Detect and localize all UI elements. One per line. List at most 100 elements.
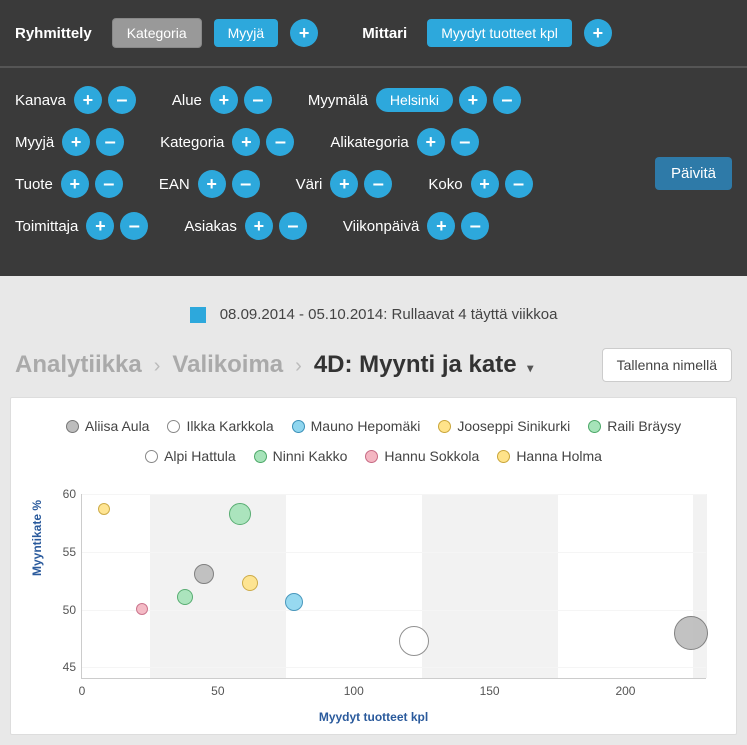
y-tick: 50 bbox=[52, 603, 76, 617]
filter-group: Kanava +– bbox=[15, 86, 136, 114]
filter-add-button[interactable]: + bbox=[232, 128, 260, 156]
filter-add-button[interactable]: + bbox=[459, 86, 487, 114]
legend-marker bbox=[365, 450, 378, 463]
filter-remove-button[interactable]: – bbox=[364, 170, 392, 198]
gridline bbox=[82, 610, 706, 611]
filter-group: MyymäläHelsinki+– bbox=[308, 86, 521, 114]
breadcrumb-item[interactable]: Analytiikka bbox=[15, 351, 142, 378]
legend-item[interactable]: Ilkka Karkkola bbox=[167, 418, 273, 434]
filter-remove-button[interactable]: – bbox=[493, 86, 521, 114]
bubble-point[interactable] bbox=[98, 503, 110, 515]
metric-label: Mittari bbox=[362, 25, 407, 42]
filter-label: EAN bbox=[159, 176, 190, 193]
breadcrumb-current[interactable]: 4D: Myynti ja kate ▾ bbox=[314, 351, 533, 379]
filter-remove-button[interactable]: – bbox=[505, 170, 533, 198]
x-tick: 0 bbox=[79, 684, 86, 698]
legend-label: Ninni Kakko bbox=[273, 448, 348, 464]
filter-remove-button[interactable]: – bbox=[95, 170, 123, 198]
breadcrumb-sep: › bbox=[295, 355, 302, 377]
chart-container: Aliisa Aula Ilkka Karkkola Mauno Hepomäki J… bbox=[10, 397, 737, 735]
filter-remove-button[interactable]: – bbox=[451, 128, 479, 156]
filter-group: Tuote+– bbox=[15, 170, 123, 198]
bubble-point[interactable] bbox=[136, 603, 148, 615]
filter-add-button[interactable]: + bbox=[198, 170, 226, 198]
filter-remove-button[interactable]: – bbox=[266, 128, 294, 156]
breadcrumb-current-text: 4D: Myynti ja kate bbox=[314, 351, 517, 378]
filter-add-button[interactable]: + bbox=[210, 86, 238, 114]
filter-add-button[interactable]: + bbox=[74, 86, 102, 114]
add-grouping-button[interactable]: + bbox=[290, 19, 318, 47]
filter-remove-button[interactable]: – bbox=[461, 212, 489, 240]
breadcrumb-item[interactable]: Valikoima bbox=[172, 351, 283, 378]
chart-plot: Myyntikate % 45505560050100150200 bbox=[81, 494, 706, 704]
plot-band bbox=[422, 494, 558, 678]
legend-marker bbox=[438, 420, 451, 433]
filter-add-button[interactable]: + bbox=[62, 128, 90, 156]
filter-label: Viikonpäivä bbox=[343, 218, 419, 235]
filter-group: Koko+– bbox=[428, 170, 532, 198]
legend-marker bbox=[497, 450, 510, 463]
bubble-point[interactable] bbox=[242, 575, 258, 591]
filter-label: Toimittaja bbox=[15, 218, 78, 235]
filter-group: Viikonpäivä +– bbox=[343, 212, 489, 240]
category-tag[interactable]: Kategoria bbox=[112, 18, 202, 48]
filter-add-button[interactable]: + bbox=[471, 170, 499, 198]
legend-item[interactable]: Mauno Hepomäki bbox=[292, 418, 421, 434]
filter-group: Alue +– bbox=[172, 86, 272, 114]
bubble-point[interactable] bbox=[229, 503, 251, 525]
filter-add-button[interactable]: + bbox=[427, 212, 455, 240]
gridline bbox=[82, 667, 706, 668]
filter-remove-button[interactable]: – bbox=[244, 86, 272, 114]
legend-item[interactable]: Hannu Sokkola bbox=[365, 448, 479, 464]
filter-remove-button[interactable]: – bbox=[108, 86, 136, 114]
legend-item[interactable]: Hanna Holma bbox=[497, 448, 602, 464]
legend-label: Raili Bräysy bbox=[607, 418, 681, 434]
filter-add-button[interactable]: + bbox=[245, 212, 273, 240]
filter-add-button[interactable]: + bbox=[86, 212, 114, 240]
update-button[interactable]: Päivitä bbox=[655, 157, 732, 190]
legend-item[interactable]: Alpi Hattula bbox=[145, 448, 236, 464]
x-tick: 150 bbox=[480, 684, 500, 698]
filter-label: Kanava bbox=[15, 92, 66, 109]
save-as-button[interactable]: Tallenna nimellä bbox=[602, 348, 732, 382]
date-swatch bbox=[190, 307, 206, 323]
x-tick: 100 bbox=[344, 684, 364, 698]
y-axis-label: Myyntikate % bbox=[30, 500, 44, 576]
bubble-point[interactable] bbox=[194, 564, 214, 584]
filter-group: Väri+– bbox=[296, 170, 393, 198]
plot-band bbox=[693, 494, 707, 678]
seller-tag[interactable]: Myyjä bbox=[214, 19, 279, 47]
legend-label: Hannu Sokkola bbox=[384, 448, 479, 464]
filter-group: Kategoria+– bbox=[160, 128, 294, 156]
bubble-point[interactable] bbox=[674, 616, 708, 650]
filter-add-button[interactable]: + bbox=[330, 170, 358, 198]
legend-label: Aliisa Aula bbox=[85, 418, 150, 434]
legend-item[interactable]: Ninni Kakko bbox=[254, 448, 348, 464]
filter-pill[interactable]: Helsinki bbox=[376, 88, 453, 112]
grouping-bar: Ryhmittely Kategoria Myyjä + Mittari Myy… bbox=[0, 0, 747, 67]
bubble-point[interactable] bbox=[285, 593, 303, 611]
filter-label: Alue bbox=[172, 92, 202, 109]
legend-label: Mauno Hepomäki bbox=[311, 418, 421, 434]
filter-remove-button[interactable]: – bbox=[232, 170, 260, 198]
metric-tag[interactable]: Myydyt tuotteet kpl bbox=[427, 19, 572, 47]
y-tick: 60 bbox=[52, 487, 76, 501]
filter-add-button[interactable]: + bbox=[61, 170, 89, 198]
filter-add-button[interactable]: + bbox=[417, 128, 445, 156]
date-range-row: 08.09.2014 - 05.10.2014: Rullaavat 4 täy… bbox=[0, 276, 747, 338]
legend-marker bbox=[66, 420, 79, 433]
legend-item[interactable]: Jooseppi Sinikurki bbox=[438, 418, 570, 434]
filter-remove-button[interactable]: – bbox=[96, 128, 124, 156]
filter-remove-button[interactable]: – bbox=[120, 212, 148, 240]
legend-item[interactable]: Aliisa Aula bbox=[66, 418, 150, 434]
gridline bbox=[82, 494, 706, 495]
filter-group: Alikategoria+– bbox=[330, 128, 478, 156]
legend-item[interactable]: Raili Bräysy bbox=[588, 418, 681, 434]
filter-bar: Kanava+–Alue+–MyymäläHelsinki+–Myyjä+–Ka… bbox=[0, 67, 747, 276]
filter-label: Asiakas bbox=[184, 218, 237, 235]
bubble-point[interactable] bbox=[399, 626, 429, 656]
add-metric-button[interactable]: + bbox=[584, 19, 612, 47]
y-tick: 55 bbox=[52, 545, 76, 559]
bubble-point[interactable] bbox=[177, 589, 193, 605]
filter-remove-button[interactable]: – bbox=[279, 212, 307, 240]
